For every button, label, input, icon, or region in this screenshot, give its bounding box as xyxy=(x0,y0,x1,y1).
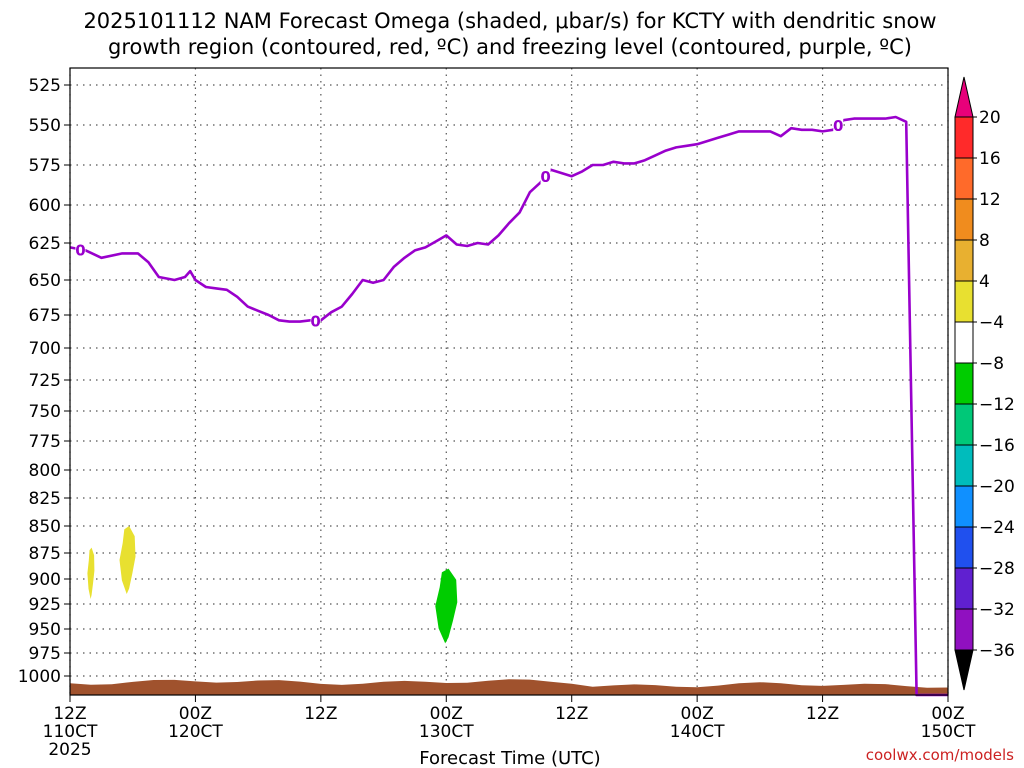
colorbar-segment xyxy=(954,280,974,323)
y-tick-label: 925 xyxy=(29,595,61,615)
colorbar-tick-label: −4 xyxy=(979,313,1004,333)
colorbar-tick-label: 20 xyxy=(979,108,1001,128)
chart-title-line-2: growth region (contoured, red, ºC) and f… xyxy=(108,35,912,59)
label-background xyxy=(540,168,551,185)
freezing-level-label-text: 0 xyxy=(540,168,550,186)
y-tick-label: 850 xyxy=(29,517,61,537)
colorbar-tick-label: 16 xyxy=(979,149,1001,169)
y-tick-label: 825 xyxy=(29,489,61,509)
x-tick-label: 150CT xyxy=(921,722,976,742)
x-tick-label: 00Z xyxy=(931,704,964,724)
x-tick-label: 12Z xyxy=(53,704,86,724)
y-tick-label: 650 xyxy=(29,271,61,291)
credit-text: coolwx.com/models xyxy=(866,746,1014,764)
colorbar-segment xyxy=(954,116,974,159)
chart-title-line-1: 2025101112 NAM Forecast Omega (shaded, μ… xyxy=(83,9,936,33)
colorbar-tick-label: −32 xyxy=(979,600,1015,620)
colorbar-segment xyxy=(954,157,974,200)
y-tick-label: 900 xyxy=(29,570,61,590)
x-tick-label: 00Z xyxy=(430,704,463,724)
freezing-level-label-text: 0 xyxy=(310,312,320,330)
y-tick-label: 725 xyxy=(29,371,61,391)
x-tick-label: 00Z xyxy=(179,704,212,724)
colorbar-tick-label: −36 xyxy=(979,641,1015,661)
y-tick-label: 525 xyxy=(29,76,61,96)
y-tick-label: 975 xyxy=(29,644,61,664)
x-tick-label: 130CT xyxy=(419,722,474,742)
colorbar-tick-label: −20 xyxy=(979,477,1015,497)
colorbar-tick-label: 12 xyxy=(979,190,1001,210)
terrain-fill xyxy=(70,679,948,695)
colorbar-segment xyxy=(954,567,974,610)
y-tick-label: 625 xyxy=(29,234,61,254)
chart-title: 2025101112 NAM Forecast Omega (shaded, μ… xyxy=(83,9,936,59)
colorbar: 20 16 12 8 4 −4 −8 −12 −16 −20 −24 −28 −32 −36 xyxy=(954,76,1015,691)
freezing-level-label-text: 0 xyxy=(75,241,85,259)
omega-region xyxy=(87,547,95,599)
colorbar-segment xyxy=(954,444,974,487)
colorbar-segment xyxy=(954,198,974,241)
gridlines xyxy=(69,68,949,695)
omega-region xyxy=(435,568,458,644)
omega-region xyxy=(119,526,136,594)
x-tick-label: 140CT xyxy=(670,722,725,742)
x-tick-label: 2025 xyxy=(48,740,91,760)
colorbar-segment xyxy=(954,403,974,446)
freezing-level-label: 0 xyxy=(540,168,551,186)
y-tick-label: 600 xyxy=(29,196,61,216)
y-tick-label: 700 xyxy=(29,339,61,359)
x-tick-label: 12Z xyxy=(555,704,588,724)
y-tick-label: 675 xyxy=(29,306,61,326)
x-axis-title: Forecast Time (UTC) xyxy=(419,748,600,768)
colorbar-segment xyxy=(954,526,974,569)
freezing-level-contour: 0 0 0 0 xyxy=(69,115,948,697)
y-tick-label: 775 xyxy=(29,432,61,452)
colorbar-segment xyxy=(954,608,974,651)
colorbar-segment xyxy=(954,485,974,528)
label-background xyxy=(75,241,86,258)
colorbar-bottom-arrow xyxy=(954,649,974,691)
y-tick-label: 800 xyxy=(29,461,61,481)
x-tick-label: 120CT xyxy=(168,722,223,742)
colorbar-tick-label: −12 xyxy=(979,395,1015,415)
x-tick-label: 00Z xyxy=(681,704,714,724)
freezing-level-line xyxy=(69,115,948,697)
colorbar-segment xyxy=(954,362,974,405)
colorbar-segment xyxy=(954,239,974,282)
y-tick-label: 950 xyxy=(29,620,61,640)
omega-shading xyxy=(87,526,458,644)
x-tick-label: 12Z xyxy=(806,704,839,724)
terrain xyxy=(70,679,948,695)
colorbar-tick-label: −8 xyxy=(979,354,1004,374)
colorbar-tick-label: −24 xyxy=(979,518,1015,538)
x-tick-label: 110CT xyxy=(43,722,98,742)
y-tick-label: 550 xyxy=(29,116,61,136)
x-tick-label: 12Z xyxy=(304,704,337,724)
y-tick-label: 575 xyxy=(29,156,61,176)
freezing-level-label: 0 xyxy=(75,241,86,259)
colorbar-top-arrow xyxy=(954,76,974,118)
freezing-level-label: 0 xyxy=(310,312,321,330)
colorbar-tick-label: 4 xyxy=(979,272,990,292)
freezing-level-label: 0 xyxy=(833,117,843,135)
y-tick-label: 875 xyxy=(29,544,61,564)
label-background xyxy=(833,117,844,133)
y-tick-label: 1000 xyxy=(18,667,61,687)
colorbar-tick-label: 8 xyxy=(979,231,990,251)
colorbar-segment xyxy=(954,321,974,364)
plot-frame xyxy=(69,67,949,696)
y-axis: 525 550 575 600 625 650 675 700 725 750 775 800 825 8… xyxy=(18,76,70,687)
label-background xyxy=(310,312,321,329)
freezing-level-label-text: 0 xyxy=(833,117,843,135)
y-tick-label: 750 xyxy=(29,402,61,422)
colorbar-tick-label: −28 xyxy=(979,559,1015,579)
colorbar-tick-label: −16 xyxy=(979,436,1015,456)
